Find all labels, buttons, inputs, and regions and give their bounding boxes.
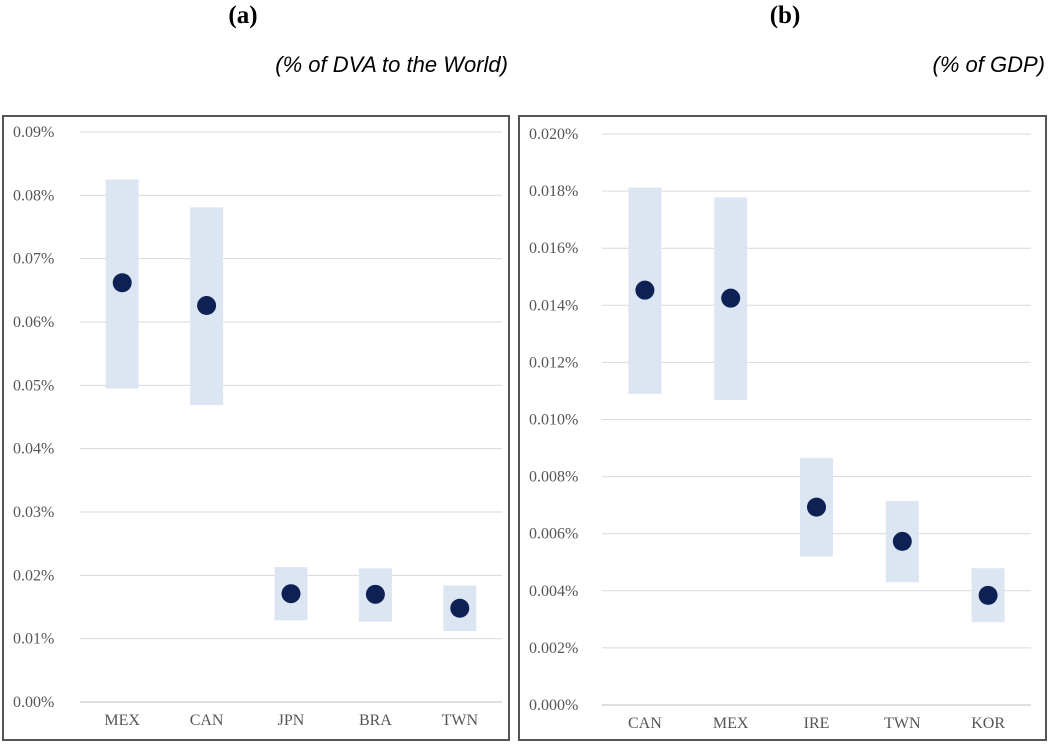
- x-tick-label: MEX: [713, 715, 749, 732]
- chart-b: 0.000% 0.002% 0.004% 0.006% 0.008% 0.010% 0.01…: [529, 126, 1031, 732]
- point-twn: [450, 598, 470, 618]
- y-tick-label: 0.08%: [13, 187, 54, 204]
- y-tick-label: 0.01%: [13, 631, 54, 648]
- point-can: [635, 280, 655, 300]
- panel-b-unit-note: (% of GDP): [932, 52, 1045, 77]
- point-jpn: [281, 584, 301, 604]
- y-tick-label: 0.012%: [529, 354, 578, 371]
- x-tick-label: MEX: [104, 712, 140, 729]
- chart-a: 0.00% 0.01% 0.02% 0.03% 0.04% 0.05% 0.06% 0.07%…: [13, 124, 502, 729]
- y-tick-label: 0.000%: [529, 697, 578, 714]
- y-tick-label: 0.002%: [529, 640, 578, 657]
- x-tick-label: CAN: [190, 712, 224, 729]
- x-tick-label: IRE: [804, 715, 830, 732]
- x-tick-label: TWN: [442, 712, 479, 729]
- x-tick-label: JPN: [278, 712, 305, 729]
- chart-b-frame: 0.000% 0.002% 0.004% 0.006% 0.008% 0.010% 0.01…: [518, 115, 1047, 741]
- panel-b-letter: (b): [769, 2, 801, 29]
- y-tick-label: 0.018%: [529, 183, 578, 200]
- y-tick-label: 0.07%: [13, 251, 54, 268]
- y-tick-label: 0.05%: [13, 377, 54, 394]
- point-can: [197, 296, 217, 316]
- y-tick-label: 0.006%: [529, 526, 578, 543]
- y-tick-label: 0.004%: [529, 583, 578, 600]
- x-tick-label: CAN: [628, 715, 662, 732]
- x-tick-label: TWN: [884, 715, 921, 732]
- y-tick-label: 0.014%: [529, 297, 578, 314]
- y-tick-label: 0.06%: [13, 314, 54, 331]
- panel-a-letter: (a): [228, 2, 258, 29]
- y-tick-label: 0.008%: [529, 469, 578, 486]
- y-tick-label: 0.03%: [13, 504, 54, 521]
- point-mex: [721, 288, 741, 308]
- panel-a-unit-note: (% of DVA to the World): [275, 52, 508, 77]
- point-twn: [892, 531, 912, 551]
- y-tick-label: 0.09%: [13, 124, 54, 141]
- x-tick-label: KOR: [971, 715, 1005, 732]
- x-tick-label: BRA: [359, 712, 392, 729]
- chart-a-frame: 0.00% 0.01% 0.02% 0.03% 0.04% 0.05% 0.06% 0.07%…: [2, 115, 510, 741]
- point-bra: [365, 584, 385, 604]
- point-kor: [978, 585, 998, 605]
- y-tick-label: 0.016%: [529, 240, 578, 257]
- y-tick-label: 0.04%: [13, 441, 54, 458]
- point-ire: [807, 497, 826, 517]
- y-tick-label: 0.020%: [529, 126, 578, 143]
- point-mex: [112, 273, 132, 293]
- y-tick-label: 0.00%: [13, 694, 54, 711]
- y-tick-label: 0.02%: [13, 567, 54, 584]
- y-tick-label: 0.010%: [529, 412, 578, 429]
